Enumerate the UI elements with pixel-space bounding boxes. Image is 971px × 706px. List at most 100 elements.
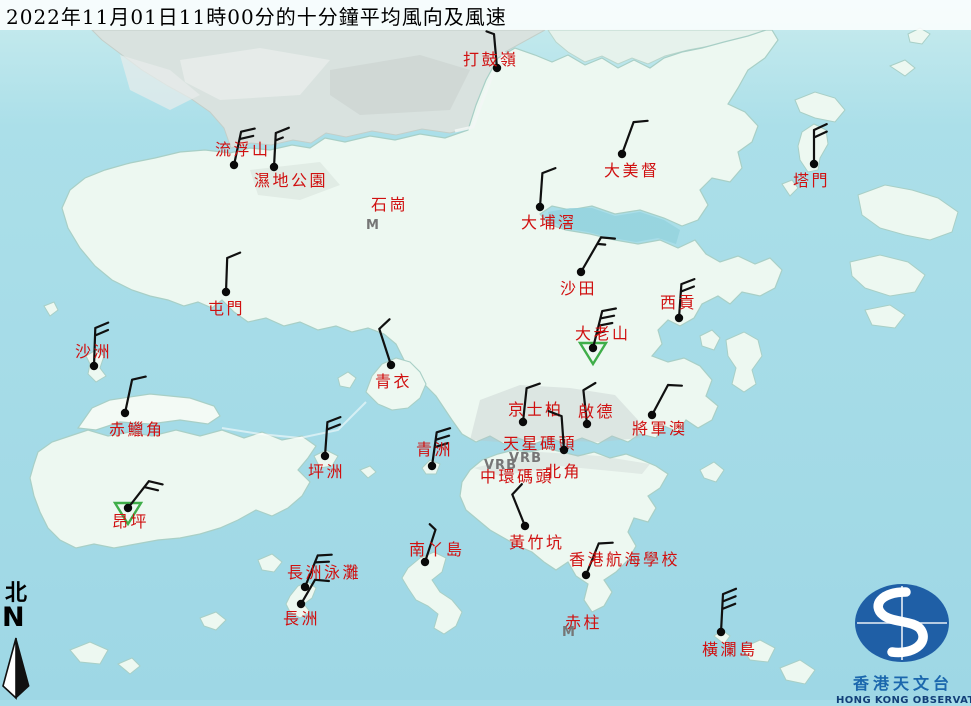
- north-letter-label: N: [2, 602, 25, 633]
- station-label: 沙洲: [75, 342, 112, 361]
- station-sha-tin: 沙田: [560, 236, 616, 298]
- wind-barb: [299, 578, 330, 606]
- station-tai-po-kau: 大埔滘: [521, 167, 577, 232]
- wind-barb: [579, 236, 616, 274]
- station-label: 大埔滘: [521, 213, 577, 232]
- variable-wind-marker: VRB: [484, 458, 517, 473]
- missing-data-marker: M: [366, 218, 380, 233]
- wind-barb: [378, 318, 393, 367]
- wind-barb: [272, 126, 290, 169]
- wind-barb: [232, 127, 256, 167]
- station-dot: [269, 162, 279, 172]
- station-dot: [559, 445, 569, 455]
- station-label: 中環碼頭: [480, 467, 554, 486]
- wind-barb: [582, 381, 597, 426]
- station-dot: [582, 419, 592, 429]
- station-peng-chau: 坪洲: [308, 416, 345, 481]
- station-dot: [221, 287, 231, 297]
- green-triangle-marker: [112, 501, 144, 527]
- north-arrow: [2, 637, 30, 700]
- station-dot: [617, 149, 627, 159]
- station-label: 打鼓嶺: [463, 50, 519, 69]
- station-label: 昂坪: [112, 512, 149, 531]
- station-label: 青洲: [416, 440, 453, 459]
- station-label: 大美督: [604, 161, 660, 180]
- wind-barb: [323, 416, 342, 458]
- yuen-long-urban-tint: [250, 162, 340, 200]
- station-label: 西貢: [660, 293, 697, 312]
- station-label: 屯門: [208, 299, 245, 318]
- hko-logo: 香港天文台 HONG KONG OBSERVATORY: [836, 582, 971, 706]
- station-label: 將軍澳: [632, 419, 688, 438]
- station-dot: [809, 159, 819, 169]
- wind-barb: [719, 587, 738, 634]
- station-tsing-yi: 青衣: [375, 318, 410, 391]
- station-label: 天星碼頭: [503, 434, 577, 453]
- station-dot: [576, 267, 586, 277]
- shenzhen-urban-area: [90, 29, 546, 149]
- station-kings-park: 京士柏: [508, 382, 561, 427]
- lantau-link-bridge: [221, 401, 367, 440]
- wind-barb: [303, 553, 333, 589]
- wind-barb: [224, 251, 242, 294]
- station-label: 橫瀾島: [702, 640, 758, 659]
- airport-island: [76, 393, 221, 431]
- station-ngong-ping: 昂坪: [112, 480, 164, 531]
- station-dot: [296, 599, 306, 609]
- station-label: 塔門: [793, 171, 830, 190]
- tsing-yi-island: [365, 357, 427, 411]
- station-dot: [386, 360, 396, 370]
- station-dot: [229, 160, 239, 170]
- station-ta-kwu-ling: 打鼓嶺: [463, 30, 519, 73]
- wind-barb: [92, 321, 110, 368]
- station-sha-chau: 沙洲: [75, 321, 112, 371]
- variable-wind-marker: VRB: [509, 451, 542, 466]
- wind-barb: [584, 541, 614, 577]
- hko-english-name: HONG KONG OBSERVATORY: [836, 695, 971, 706]
- station-label: 香港航海學校: [569, 550, 680, 569]
- station-dot: [120, 408, 130, 418]
- station-label: 濕地公園: [254, 171, 328, 190]
- map-title: 2022年11月01日11時00分的十分鐘平均風向及風速: [6, 4, 507, 29]
- station-dot: [420, 557, 430, 567]
- hko-logo-emblem: [855, 584, 949, 662]
- wind-barb: [812, 123, 828, 166]
- station-sai-kung: 西貢: [660, 278, 697, 323]
- wind-barb: [547, 410, 566, 452]
- station-label: 坪洲: [308, 462, 345, 481]
- wind-barb: [485, 30, 499, 70]
- station-dot: [647, 410, 657, 420]
- north-indicator: 北 N: [2, 581, 42, 633]
- wind-barb: [620, 119, 649, 156]
- station-label: 赤鱲角: [109, 420, 165, 439]
- station-dot: [492, 63, 502, 73]
- hk-island-urban-tint: [474, 452, 650, 476]
- station-label: 長洲: [283, 609, 320, 628]
- station-dot: [427, 461, 437, 471]
- station-label: 啟德: [578, 402, 615, 421]
- title-bar: 2022年11月01日11時00分的十分鐘平均風向及風速: [0, 0, 971, 30]
- station-dot: [300, 582, 310, 592]
- station-label: 北角: [545, 462, 582, 481]
- station-tseung-kwan-o: 將軍澳: [632, 383, 688, 438]
- station-stanley: 赤柱M: [562, 613, 602, 640]
- station-lamma-island: 南丫島: [409, 523, 462, 567]
- station-label: 大老山: [575, 324, 631, 343]
- station-label: 赤柱: [565, 613, 602, 632]
- north-arrow-light-half: [2, 637, 17, 700]
- station-label: 長洲泳灘: [287, 563, 361, 582]
- wind-barb: [511, 483, 527, 528]
- wind-barb: [521, 382, 541, 424]
- station-tai-mei-tuk: 大美督: [604, 119, 660, 180]
- station-cheung-chau: 長洲: [283, 578, 330, 628]
- north-chinese-label: 北: [5, 581, 28, 606]
- station-tuen-mun: 屯門: [208, 251, 245, 318]
- station-chek-lap-kok: 赤鱲角: [109, 375, 165, 439]
- station-cheung-chau-beach: 長洲泳灘: [287, 553, 361, 592]
- station-label: 流浮山: [215, 140, 271, 159]
- green-triangle-marker: [577, 341, 609, 367]
- wind-barb: [423, 523, 437, 564]
